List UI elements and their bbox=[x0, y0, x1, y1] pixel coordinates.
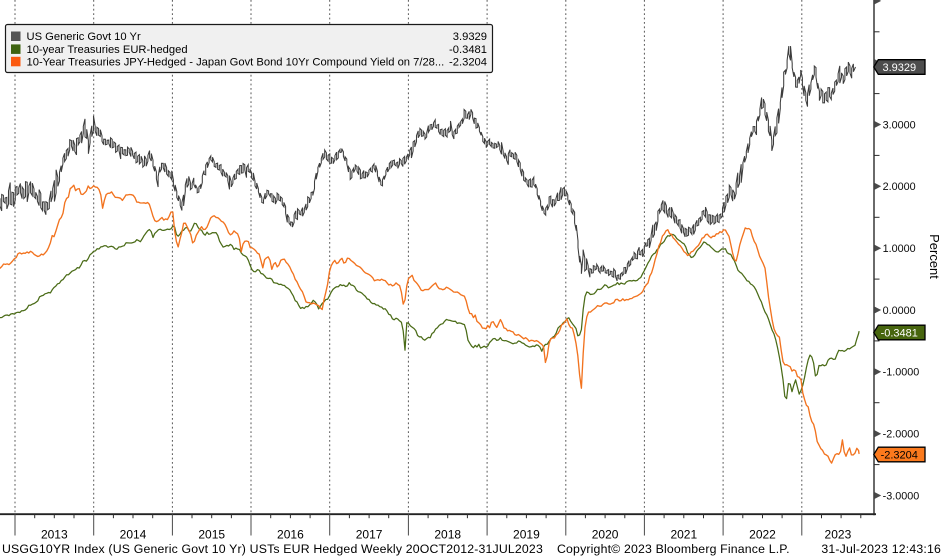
svg-text:31-Jul-2023 12:43:16: 31-Jul-2023 12:43:16 bbox=[821, 542, 941, 556]
svg-text:Copyright© 2023 Bloomberg Fina: Copyright© 2023 Bloomberg Finance L.P. bbox=[557, 542, 790, 556]
svg-text:-3.0000: -3.0000 bbox=[883, 490, 920, 502]
svg-text:0.0000: 0.0000 bbox=[883, 305, 916, 317]
svg-text:2022: 2022 bbox=[749, 528, 776, 542]
svg-text:-0.3481: -0.3481 bbox=[449, 44, 487, 56]
svg-text:2017: 2017 bbox=[356, 528, 383, 542]
svg-text:-1.0000: -1.0000 bbox=[883, 367, 920, 379]
svg-text:2016: 2016 bbox=[277, 528, 304, 542]
svg-text:USGG10YR Index (US Generic Gov: USGG10YR Index (US Generic Govt 10 Yr) U… bbox=[2, 542, 543, 556]
svg-text:3.9329: 3.9329 bbox=[453, 31, 487, 43]
svg-text:2018: 2018 bbox=[434, 528, 461, 542]
svg-text:-0.3481: -0.3481 bbox=[881, 327, 918, 339]
svg-text:Percent: Percent bbox=[927, 234, 942, 279]
svg-text:2.0000: 2.0000 bbox=[883, 181, 916, 193]
svg-text:2015: 2015 bbox=[198, 528, 225, 542]
svg-text:2020: 2020 bbox=[592, 528, 619, 542]
svg-text:3.0000: 3.0000 bbox=[883, 119, 916, 131]
svg-text:2014: 2014 bbox=[120, 528, 147, 542]
svg-text:10-Year Treasuries JPY-Hedged: 10-Year Treasuries JPY-Hedged - Japan Go… bbox=[27, 57, 445, 69]
svg-text:10-year Treasuries EUR-hedged: 10-year Treasuries EUR-hedged bbox=[27, 44, 188, 56]
svg-text:-2.3204: -2.3204 bbox=[881, 449, 918, 461]
svg-text:3.9329: 3.9329 bbox=[883, 62, 917, 74]
svg-text:2019: 2019 bbox=[513, 528, 540, 542]
svg-text:US Generic Govt 10 Yr: US Generic Govt 10 Yr bbox=[27, 31, 141, 43]
svg-text:2021: 2021 bbox=[670, 528, 697, 542]
svg-text:1.0000: 1.0000 bbox=[883, 243, 916, 255]
svg-text:2013: 2013 bbox=[41, 528, 68, 542]
svg-text:2023: 2023 bbox=[825, 528, 852, 542]
svg-text:-2.3204: -2.3204 bbox=[449, 57, 487, 69]
svg-text:-2.0000: -2.0000 bbox=[883, 429, 920, 441]
